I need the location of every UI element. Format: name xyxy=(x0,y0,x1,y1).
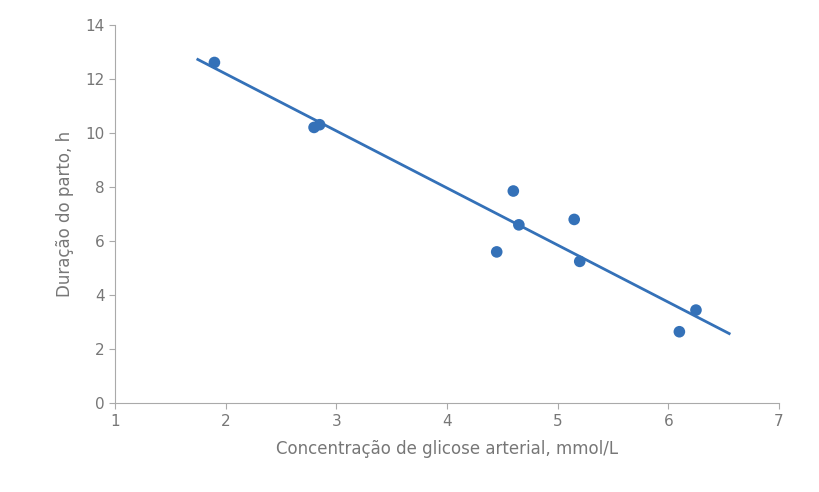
Point xyxy=(490,248,503,256)
Point xyxy=(567,215,580,223)
X-axis label: Concentração de glicose arterial, mmol/L: Concentração de glicose arterial, mmol/L xyxy=(275,440,618,458)
Point xyxy=(208,59,221,66)
Point xyxy=(672,328,685,336)
Point xyxy=(506,187,519,195)
Point xyxy=(689,306,702,314)
Point xyxy=(572,257,586,265)
Point xyxy=(512,221,525,229)
Y-axis label: Duração do parto, h: Duração do parto, h xyxy=(56,131,74,297)
Point xyxy=(307,123,320,131)
Point xyxy=(313,121,326,128)
